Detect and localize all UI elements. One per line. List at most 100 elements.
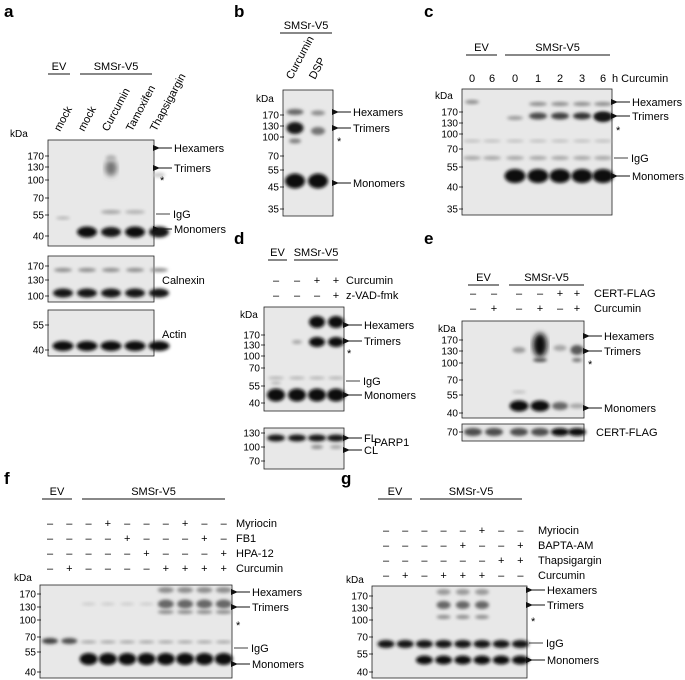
e-tick-label: 100 [441,359,458,370]
condition-sign: – [479,555,486,567]
blot-band [504,169,526,183]
e-tick-label: 130 [441,347,458,358]
blot-band [328,337,344,347]
condition-sign: + [182,563,188,575]
lane-label: mock [52,104,75,133]
d-tick-label: 170 [243,331,260,342]
group-ev: EV [476,272,491,284]
band-label-monomers: Monomers [364,390,416,402]
a-calnexin-tick-label: 170 [27,262,44,273]
blot-band [551,112,569,120]
d-tick-label: 70 [249,364,261,375]
a-actin-tick-label: 55 [33,321,45,332]
blot-band [215,599,232,609]
condition-sign: – [182,533,189,545]
condition-sign: – [441,525,448,537]
group-smsr-v5: SMSr-V5 [449,486,494,498]
condition-sign: – [402,540,409,552]
blot-band [52,341,74,351]
condition-sign: + [574,288,580,300]
blot-band [106,155,116,161]
condition-sign: + [479,525,485,537]
blot-band [454,655,472,665]
blot-band [289,376,305,380]
blot-band [61,638,78,644]
blot-band [573,139,591,143]
condition-sign: + [163,563,169,575]
d-tick-label: 40 [249,399,261,410]
blot-band [512,390,526,394]
a-calnexin-tick-label: 130 [27,276,44,287]
b-tick-label: 130 [262,122,279,133]
blot-band [125,288,145,298]
blot-band [475,589,489,595]
band-label-hexamers: Hexamers [252,587,303,599]
blot-band [196,587,213,593]
c-tick-label: 170 [441,108,458,119]
band-label-monomers: Monomers [632,171,684,183]
band-label-trimers: Trimers [174,163,211,175]
condition-sign: – [557,303,564,315]
blot-band [139,602,154,606]
b-tick-label: 45 [268,183,280,194]
blot-d-parp1 [263,427,345,470]
condition-label: Myriocin [538,525,579,537]
condition-sign: – [402,555,409,567]
condition-sign: – [516,288,523,300]
condition-sign: – [143,518,150,530]
a-calnexin-tick-label: 100 [27,292,44,303]
blot-band [101,288,121,298]
blot-band [53,288,73,298]
blot-band [79,653,98,665]
condition-sign: + [220,548,226,560]
blot-band [511,640,529,648]
condition-sign: – [498,570,505,582]
group-smsr-v5: SMSr-V5 [524,272,569,284]
time-point: 0 [512,73,518,85]
condition-sign: + [460,540,466,552]
condition-sign: + [333,275,339,287]
blot-band [396,640,414,648]
panel-label-a: a [4,2,14,21]
condition-sign: – [221,518,228,530]
condition-sign: + [402,570,408,582]
blot-band [77,288,97,298]
blot-band [119,640,136,644]
condition-sign: – [460,555,467,567]
blot-band [464,428,482,436]
condition-sign: + [517,540,523,552]
condition-sign: – [383,525,390,537]
blot-band [570,345,584,355]
a-tick-label: 170 [27,152,44,163]
d-parp1-tick-label: 70 [249,457,261,468]
condition-sign: + [201,533,207,545]
blot-band [267,434,285,442]
blot-band [56,216,70,220]
time-point: 3 [579,73,585,85]
g-tick-label: 170 [351,592,368,603]
asterisk: * [616,125,621,137]
kda-label: kDa [438,324,456,335]
blot-band [289,138,301,144]
blot-band [463,139,481,143]
group-ev: EV [52,61,67,73]
blot-band [551,156,569,160]
band-label-igg: IgG [173,209,191,221]
panel-label-e: e [424,229,433,248]
d-tick-label: 130 [243,341,260,352]
kda-label: kDa [240,310,258,321]
condition-sign: + [574,303,580,315]
a-tick-label: 70 [33,194,45,205]
group-smsr-v5: SMSr-V5 [284,20,329,32]
blot-band [551,102,569,106]
blot-band [492,640,510,648]
d-tick-label: 100 [243,352,260,363]
condition-label: Thapsigargin [538,555,602,567]
band-label-igg: IgG [251,643,269,655]
condition-sign: – [421,555,428,567]
condition-sign: – [294,275,301,287]
condition-sign: – [163,518,170,530]
condition-sign: – [421,540,428,552]
condition-sign: – [516,303,523,315]
